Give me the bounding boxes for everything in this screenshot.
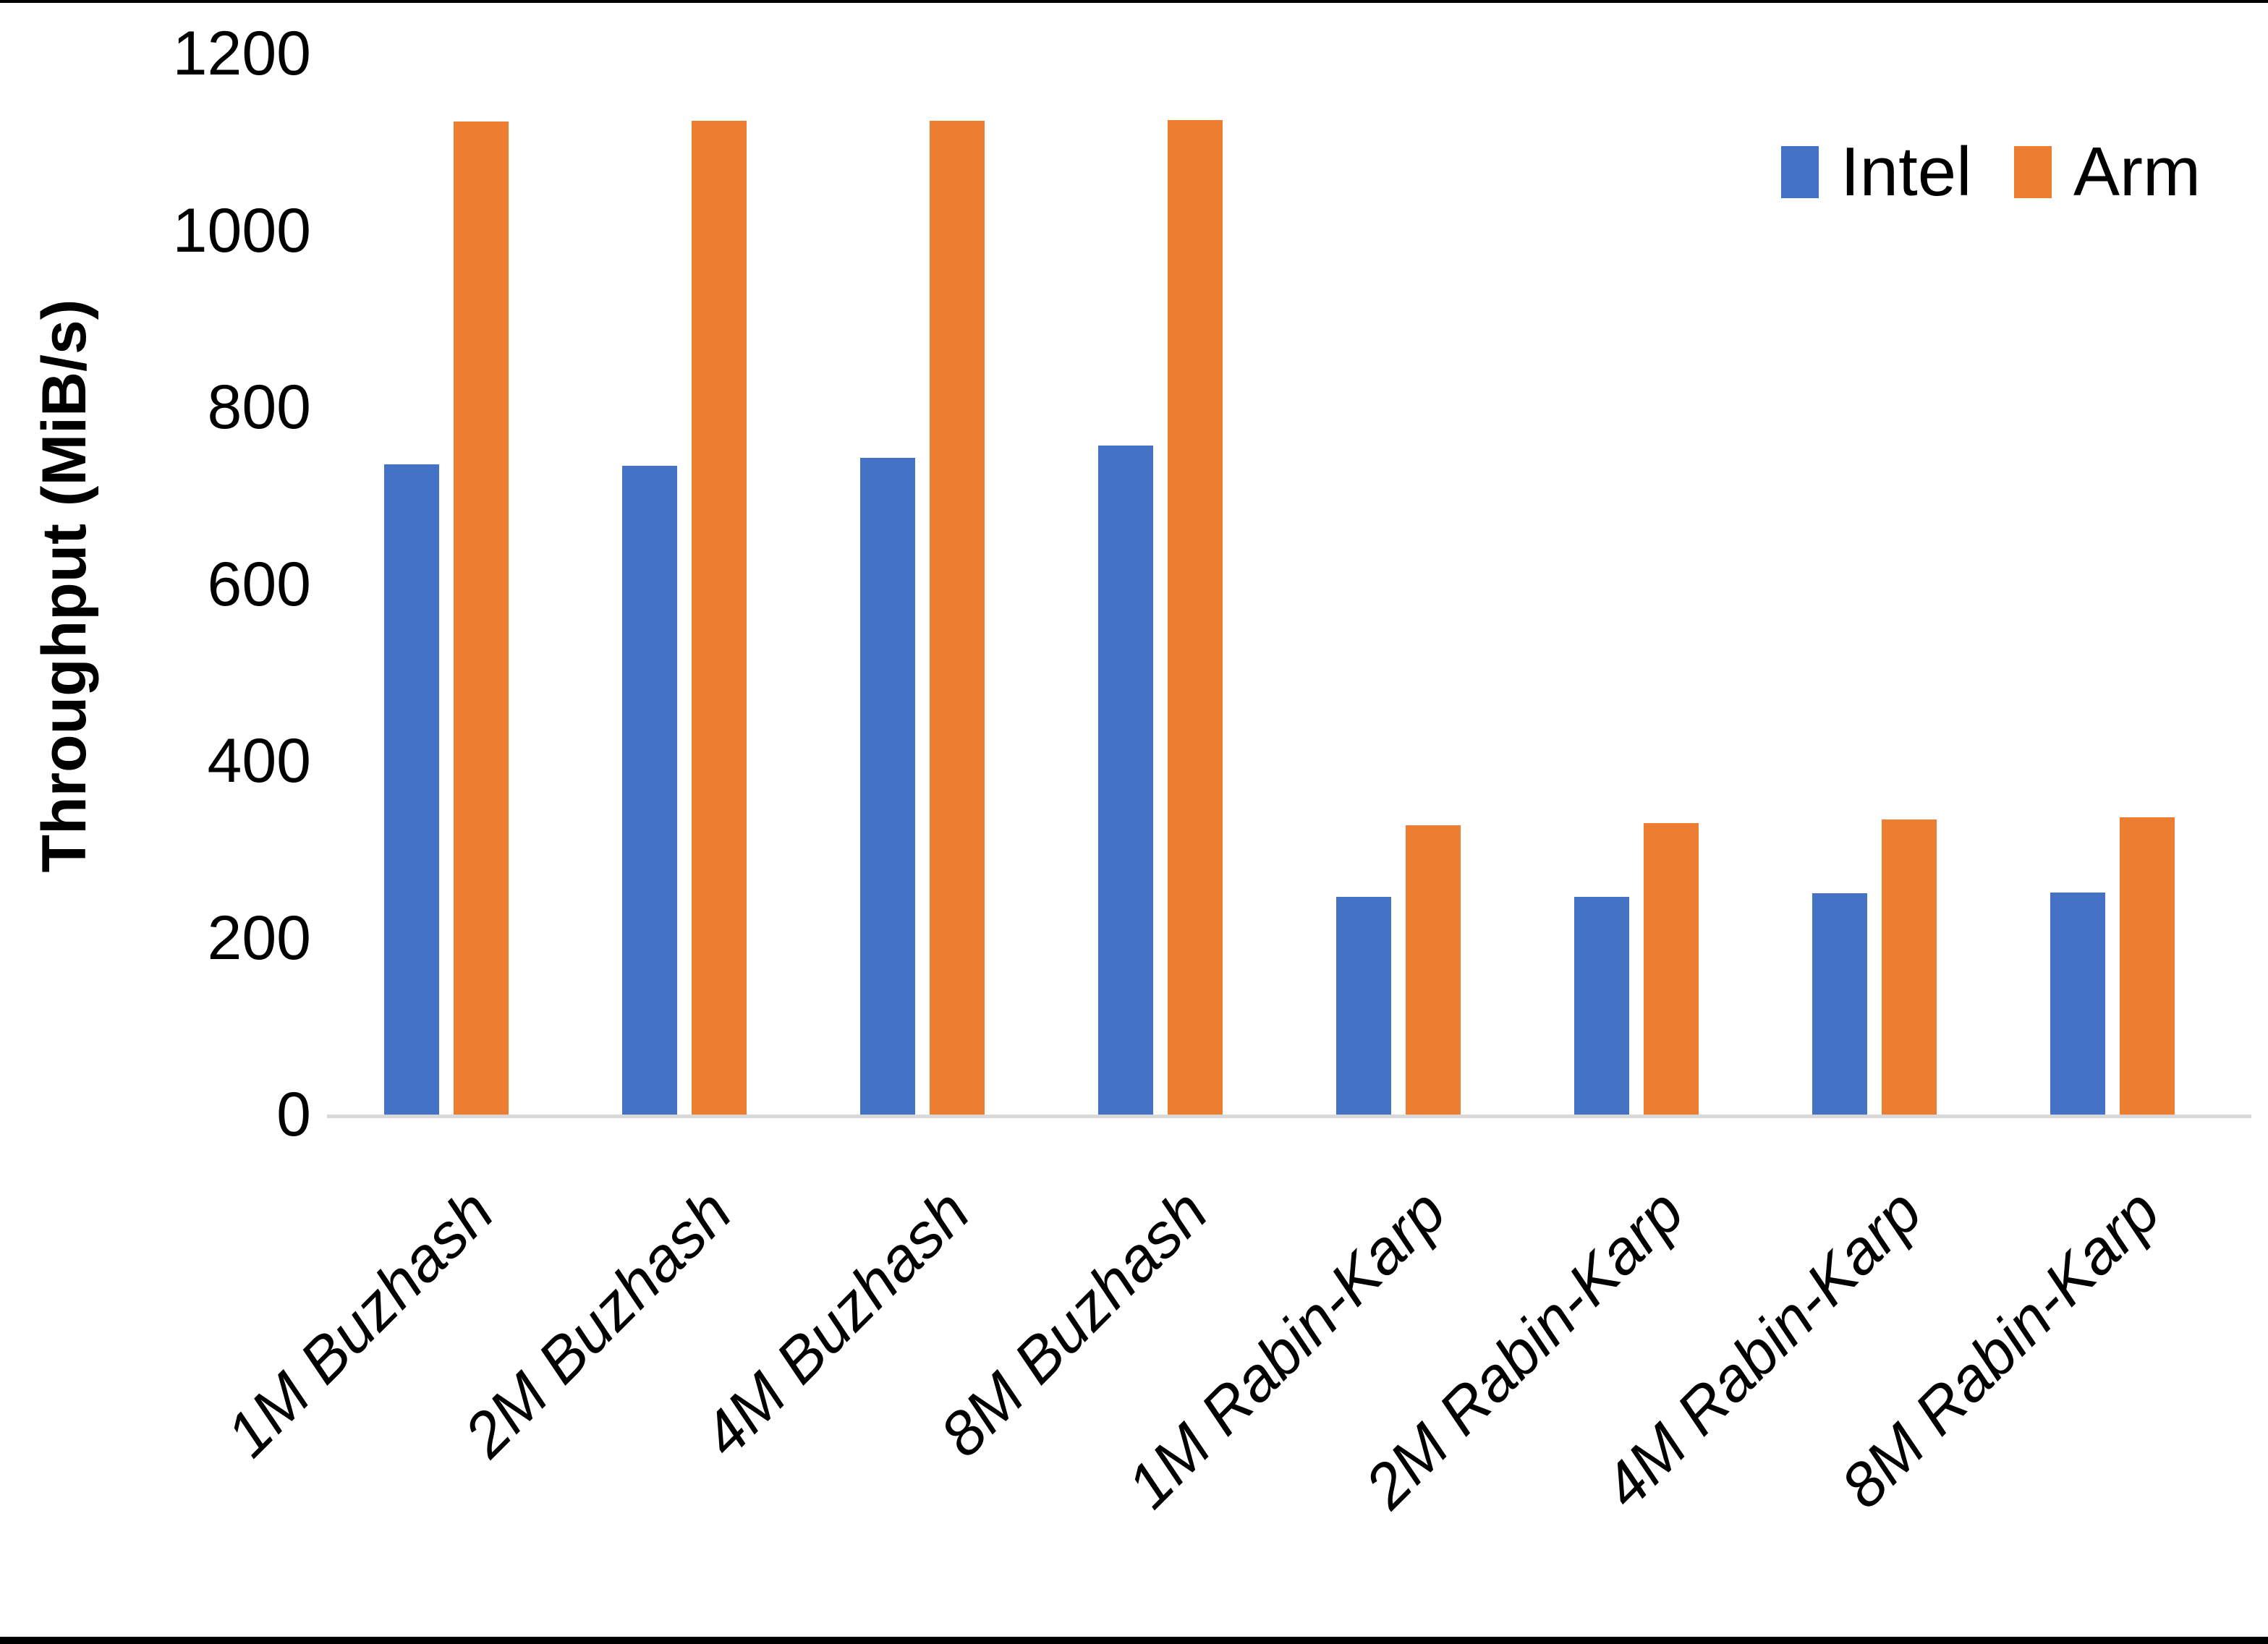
y-tick-label-600: 600: [207, 549, 312, 619]
legend-swatch-arm: [2014, 146, 2052, 198]
bar-arm-1m-rabin-karp: [1406, 825, 1461, 1115]
slide-top-border: [0, 0, 2268, 3]
legend-swatch-intel: [1781, 146, 1819, 198]
legend-label-arm: Arm: [2073, 133, 2201, 210]
slide-bottom-border: [0, 1637, 2268, 1644]
bar-intel-2m-rabin-karp: [1574, 897, 1629, 1115]
bar-intel-2m-buzhash: [622, 466, 677, 1115]
bar-arm-8m-buzhash: [1168, 120, 1223, 1115]
bar-intel-1m-buzhash: [384, 464, 439, 1115]
x-axis-line: [327, 1115, 2251, 1118]
legend-label-intel: Intel: [1840, 133, 1972, 210]
bar-arm-4m-rabin-karp: [1882, 819, 1937, 1115]
bar-intel-8m-rabin-karp: [2050, 893, 2105, 1115]
bar-arm-1m-buzhash: [454, 122, 509, 1115]
bar-intel-1m-rabin-karp: [1336, 897, 1391, 1115]
bar-arm-8m-rabin-karp: [2120, 817, 2175, 1115]
bar-intel-4m-rabin-karp: [1812, 893, 1867, 1115]
y-tick-label-200: 200: [207, 903, 312, 973]
y-tick-label-1000: 1000: [172, 195, 311, 265]
legend-item-arm: Arm: [2014, 133, 2201, 210]
legend-item-intel: Intel: [1781, 133, 1972, 210]
bar-arm-2m-buzhash: [692, 121, 747, 1115]
y-tick-label-0: 0: [276, 1080, 311, 1149]
y-tick-label-400: 400: [207, 726, 312, 796]
bar-intel-8m-buzhash: [1098, 446, 1153, 1115]
y-tick-label-800: 800: [207, 372, 312, 442]
y-tick-label-1200: 1200: [172, 19, 311, 88]
bar-arm-2m-rabin-karp: [1644, 823, 1699, 1115]
bar-intel-4m-buzhash: [860, 458, 915, 1115]
bar-arm-4m-buzhash: [930, 121, 985, 1115]
